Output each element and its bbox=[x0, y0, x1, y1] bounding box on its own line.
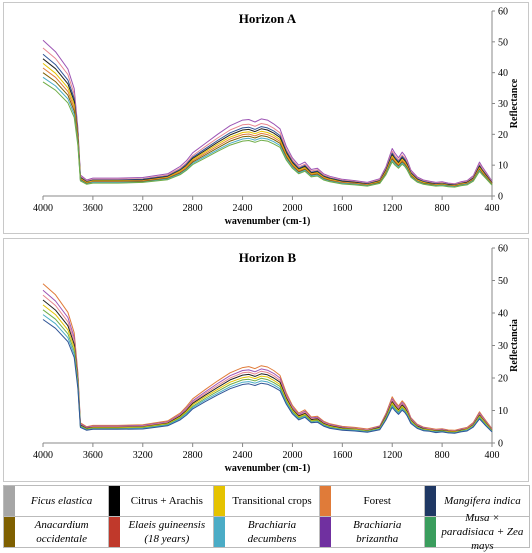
y-tick-label: 50 bbox=[498, 37, 508, 48]
legend-item: Forest bbox=[318, 485, 425, 517]
legend-swatch bbox=[109, 517, 121, 547]
x-tick-label: 4000 bbox=[33, 203, 53, 214]
legend-swatch bbox=[4, 486, 15, 516]
legend-swatch bbox=[214, 486, 226, 516]
y-tick-label: 40 bbox=[498, 68, 508, 79]
series-line-3 bbox=[42, 299, 493, 433]
y-tick-label: 0 bbox=[498, 192, 503, 203]
legend-item: Musa × paradisiaca + Zea mays bbox=[423, 512, 531, 552]
legend-item: Anacardium occidentale bbox=[3, 516, 110, 548]
legend-label: Brachiaria brizantha bbox=[353, 519, 402, 545]
chart-panel-horizon-b: Horizon B 4000 3600 3200 2800 2400 2000 1600 120… bbox=[3, 238, 529, 482]
series-line-0 bbox=[42, 283, 493, 431]
chart-title: Horizon A bbox=[239, 11, 297, 26]
x-tick-label: 2800 bbox=[183, 450, 203, 461]
x-tick-label: 1200 bbox=[382, 450, 402, 461]
legend-swatch bbox=[109, 486, 121, 516]
legend-item: Brachiaria decumbens bbox=[213, 516, 320, 548]
x-tick-label: 2000 bbox=[282, 203, 302, 214]
y-tick-label: 60 bbox=[498, 7, 508, 18]
legend-label: Citrus + Arachis bbox=[130, 495, 203, 507]
x-tick-label: 2000 bbox=[282, 450, 302, 461]
x-tick-label: 800 bbox=[435, 450, 450, 461]
legend-label: Forest bbox=[363, 495, 391, 507]
series-line-8 bbox=[42, 81, 493, 188]
legend-label: Transitional crops bbox=[232, 495, 312, 507]
series-line-1 bbox=[42, 47, 493, 185]
legend-label: Ficus elastica bbox=[30, 495, 93, 507]
legend-swatch bbox=[319, 517, 331, 547]
series-line-7 bbox=[42, 319, 493, 434]
y-tick-label: 40 bbox=[498, 309, 508, 320]
legend-swatch bbox=[4, 517, 15, 547]
legend-item: Transitional crops bbox=[213, 485, 320, 517]
legend-label: Elaeis guineensis (18 years) bbox=[128, 519, 206, 545]
legend-item: Ficus elastica bbox=[3, 485, 110, 517]
x-tick-label: 1600 bbox=[332, 203, 352, 214]
legend-label: Musa × paradisiaca + Zea mays bbox=[441, 512, 524, 552]
x-axis-label: wavenumber (cm-1) bbox=[225, 463, 311, 474]
x-tick-label: 2400 bbox=[233, 450, 253, 461]
x-tick-label: 2800 bbox=[183, 203, 203, 214]
y-tick-label: 10 bbox=[498, 406, 508, 417]
legend-swatch bbox=[319, 486, 331, 516]
x-tick-label: 400 bbox=[485, 450, 500, 461]
x-tick-label: 800 bbox=[435, 203, 450, 214]
x-tick-label: 1600 bbox=[332, 450, 352, 461]
x-tick-label: 400 bbox=[485, 203, 500, 214]
x-tick-label: 2400 bbox=[233, 203, 253, 214]
chart-horizon-b: Horizon B 4000 3600 3200 2800 2400 2000 1600 120… bbox=[33, 244, 520, 475]
y-tick-label: 0 bbox=[498, 439, 503, 450]
chart-horizon-a: Horizon A 4000 3600 3200 2800 2400 2000 1600 120… bbox=[33, 7, 520, 228]
x-tick-label: 3600 bbox=[83, 203, 103, 214]
series-line-2 bbox=[42, 53, 493, 186]
legend-label: Mangifera indica bbox=[444, 495, 521, 507]
series-line-0 bbox=[42, 39, 493, 185]
y-axis-label: Reflectancia bbox=[509, 319, 520, 372]
chart-title: Horizon B bbox=[239, 250, 297, 265]
y-tick-label: 10 bbox=[498, 161, 508, 172]
y-tick-label: 30 bbox=[498, 341, 508, 352]
legend: Ficus elastica Citrus + Arachis Transition… bbox=[3, 485, 531, 552]
series-line-4 bbox=[42, 304, 493, 433]
legend-item: Brachiaria brizantha bbox=[318, 516, 425, 548]
x-tick-label: 3200 bbox=[133, 450, 153, 461]
series-line-1 bbox=[42, 289, 493, 432]
legend-item: Citrus + Arachis bbox=[108, 485, 215, 517]
y-tick-label: 30 bbox=[498, 99, 508, 110]
x-tick-label: 4000 bbox=[33, 450, 53, 461]
legend-swatch bbox=[424, 517, 436, 547]
x-tick-label: 3200 bbox=[133, 203, 153, 214]
chart-panel-horizon-a: Horizon A 4000 3600 3200 2800 2400 2000 1600 120… bbox=[3, 2, 529, 234]
legend-label: Anacardium occidentale bbox=[34, 519, 89, 545]
series-line-5 bbox=[42, 67, 493, 187]
legend-swatch bbox=[424, 486, 436, 516]
x-axis-label: wavenumber (cm-1) bbox=[225, 216, 311, 227]
y-tick-label: 20 bbox=[498, 130, 508, 141]
series-line-5 bbox=[42, 309, 493, 434]
legend-label: Brachiaria decumbens bbox=[247, 519, 297, 545]
y-tick-label: 50 bbox=[498, 276, 508, 287]
legend-item: Elaeis guineensis (18 years) bbox=[108, 516, 215, 548]
y-axis-label: Reflectance bbox=[509, 78, 520, 128]
legend-swatch bbox=[214, 517, 226, 547]
legend-row: Anacardium occidentale Elaeis guineensis … bbox=[3, 512, 531, 552]
x-tick-label: 3600 bbox=[83, 450, 103, 461]
x-tick-label: 1200 bbox=[382, 203, 402, 214]
y-tick-label: 60 bbox=[498, 244, 508, 255]
series-line-3 bbox=[42, 58, 493, 186]
series-line-2 bbox=[42, 294, 493, 432]
y-tick-label: 20 bbox=[498, 374, 508, 385]
series-line-6 bbox=[42, 314, 493, 434]
